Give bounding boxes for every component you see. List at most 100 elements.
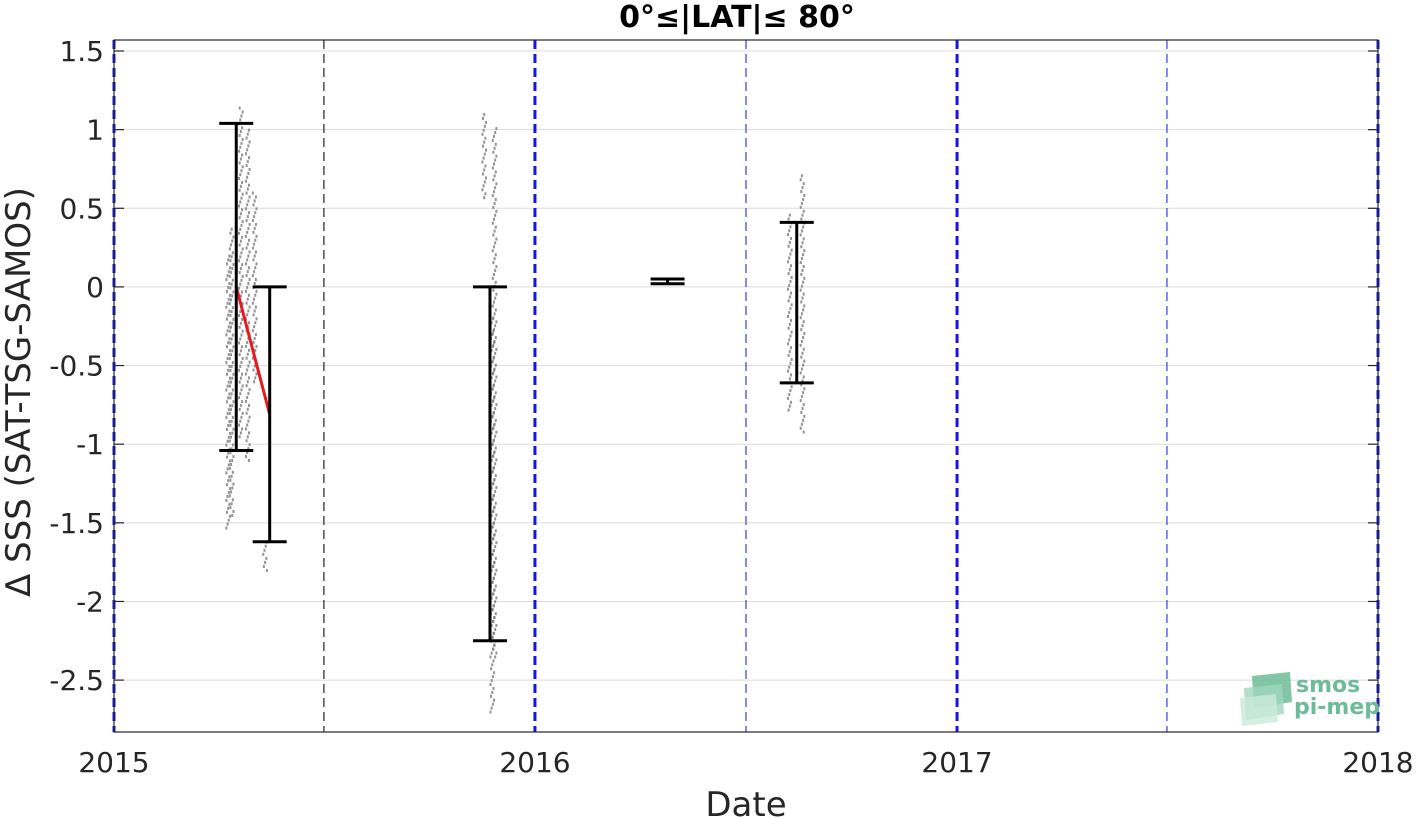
- data-point: [493, 643, 496, 647]
- data-point: [493, 340, 496, 344]
- data-point: [238, 134, 241, 138]
- scatter-cluster: [228, 227, 235, 517]
- y-tick-label: -1: [76, 428, 104, 461]
- data-point: [482, 156, 485, 160]
- data-point: [247, 156, 250, 160]
- data-point: [262, 564, 265, 568]
- data-point: [494, 600, 497, 604]
- data-point: [253, 380, 256, 384]
- data-point: [494, 225, 497, 229]
- data-point: [253, 242, 256, 246]
- data-point: [238, 368, 241, 372]
- data-point: [491, 497, 494, 501]
- data-point: [239, 267, 242, 271]
- data-point: [495, 182, 498, 186]
- data-point: [247, 128, 250, 132]
- data-point: [230, 462, 233, 466]
- data-point: [229, 368, 232, 372]
- data-point: [493, 229, 496, 233]
- data-point: [251, 301, 254, 305]
- data-point: [225, 345, 228, 349]
- data-point: [494, 213, 497, 217]
- data-point: [495, 458, 498, 462]
- data-point: [490, 321, 493, 325]
- data-point: [492, 355, 495, 359]
- data-point: [495, 430, 498, 434]
- data-point: [494, 434, 497, 438]
- x-tick-label: 2018: [1342, 746, 1413, 779]
- data-point: [246, 285, 249, 289]
- data-point: [495, 292, 498, 296]
- scatter-cluster: [225, 254, 231, 530]
- data-point: [492, 521, 495, 525]
- data-point: [230, 282, 233, 286]
- data-point: [227, 325, 230, 329]
- y-tick-label: -0.5: [49, 350, 104, 383]
- data-point: [253, 281, 256, 285]
- data-point: [800, 174, 803, 178]
- data-point: [239, 294, 242, 298]
- data-point: [787, 396, 790, 400]
- data-point: [790, 264, 793, 268]
- data-point: [228, 494, 231, 498]
- data-point: [494, 253, 497, 257]
- data-point: [492, 300, 495, 304]
- data-point: [495, 265, 498, 269]
- data-point: [228, 293, 231, 297]
- data-point: [491, 304, 494, 308]
- data-point: [248, 167, 251, 171]
- data-point: [254, 211, 257, 215]
- data-point: [491, 690, 494, 694]
- data-point: [239, 282, 242, 286]
- data-point: [246, 435, 249, 439]
- data-point: [241, 384, 244, 388]
- data-point: [228, 302, 231, 306]
- data-point: [241, 357, 244, 361]
- data-point: [238, 259, 241, 263]
- data-point: [491, 359, 494, 363]
- data-point: [788, 295, 791, 299]
- data-point: [803, 193, 806, 197]
- data-point: [231, 278, 234, 282]
- data-point: [228, 392, 231, 396]
- data-point: [225, 471, 228, 475]
- data-point: [801, 186, 804, 190]
- data-point: [800, 229, 803, 233]
- data-point: [490, 403, 493, 407]
- data-point: [800, 300, 803, 304]
- data-point: [241, 235, 244, 239]
- data-point: [802, 335, 805, 339]
- data-point: [490, 513, 493, 517]
- data-point: [492, 178, 495, 182]
- data-point: [788, 213, 791, 217]
- data-point: [241, 400, 244, 404]
- data-point: [492, 217, 495, 221]
- scatter-cluster: [491, 127, 498, 659]
- data-point: [230, 298, 233, 302]
- data-point: [494, 627, 497, 631]
- data-point: [788, 268, 791, 272]
- data-point: [231, 294, 234, 298]
- data-point: [248, 278, 251, 282]
- data-point: [246, 258, 249, 262]
- data-point: [494, 142, 497, 146]
- data-point: [239, 173, 242, 177]
- data-point: [790, 385, 793, 389]
- data-point: [255, 289, 258, 293]
- mean-series-line: [234, 286, 272, 415]
- data-point: [802, 363, 805, 367]
- data-point: [245, 356, 248, 360]
- x-tick-label: 2016: [499, 746, 570, 779]
- data-point: [229, 423, 232, 427]
- data-point: [228, 412, 231, 416]
- data-point: [790, 373, 793, 377]
- data-point: [231, 349, 234, 353]
- data-point: [800, 367, 803, 371]
- data-point: [248, 388, 251, 392]
- data-point: [255, 372, 258, 376]
- data-point: [231, 459, 234, 463]
- data-point: [248, 360, 251, 364]
- data-point: [800, 245, 803, 249]
- data-point: [495, 375, 498, 379]
- data-point: [245, 274, 248, 278]
